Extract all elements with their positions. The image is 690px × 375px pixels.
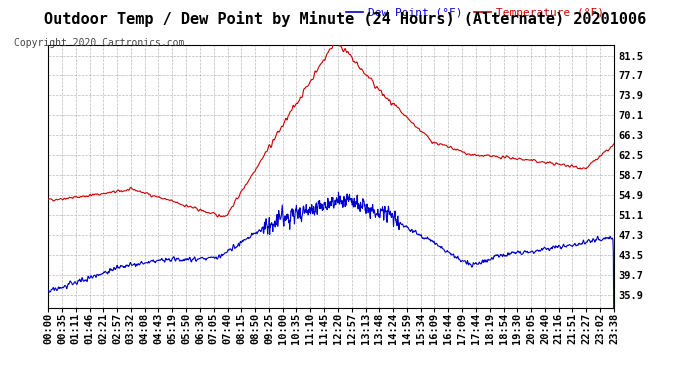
- Legend: Dew Point (°F), Temperature (°F): Dew Point (°F), Temperature (°F): [342, 3, 609, 22]
- Text: Outdoor Temp / Dew Point by Minute (24 Hours) (Alternate) 20201006: Outdoor Temp / Dew Point by Minute (24 H…: [44, 11, 646, 27]
- Text: Copyright 2020 Cartronics.com: Copyright 2020 Cartronics.com: [14, 38, 184, 48]
